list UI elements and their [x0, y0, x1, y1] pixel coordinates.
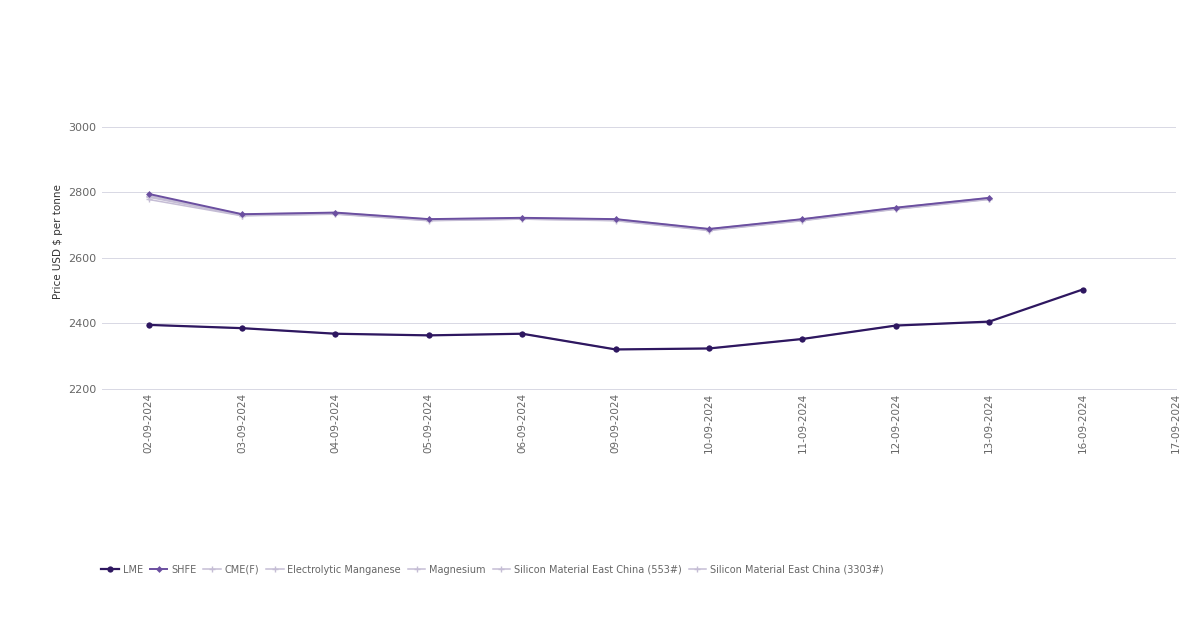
LME [889, 322, 904, 329]
CME(F) [982, 318, 996, 325]
Magnesium [608, 216, 623, 224]
LME [1075, 286, 1090, 293]
Silicon Material East China (553#) [608, 217, 623, 224]
Electrolytic Manganese [235, 212, 250, 219]
Silicon Material East China (3303#) [889, 204, 904, 211]
Electrolytic Manganese [515, 215, 529, 223]
Magnesium [796, 216, 810, 224]
LME [702, 345, 716, 352]
Silicon Material East China (3303#) [421, 215, 436, 223]
LME [421, 332, 436, 339]
Line: SHFE: SHFE [146, 191, 991, 231]
Silicon Material East China (553#) [421, 217, 436, 224]
Silicon Material East China (3303#) [329, 209, 343, 216]
Silicon Material East China (553#) [329, 210, 343, 218]
LME [796, 335, 810, 343]
Electrolytic Manganese [142, 196, 156, 203]
CME(F) [702, 345, 716, 352]
CME(F) [142, 321, 156, 329]
Silicon Material East China (3303#) [515, 214, 529, 221]
Line: Silicon Material East China (3303#): Silicon Material East China (3303#) [145, 192, 992, 233]
Silicon Material East China (3303#) [142, 192, 156, 199]
CME(F) [796, 335, 810, 343]
SHFE [982, 194, 996, 202]
Silicon Material East China (553#) [142, 194, 156, 201]
Silicon Material East China (553#) [796, 217, 810, 224]
Silicon Material East China (553#) [889, 205, 904, 213]
Silicon Material East China (3303#) [796, 215, 810, 223]
Magnesium [421, 216, 436, 224]
Silicon Material East China (553#) [982, 196, 996, 203]
Magnesium [982, 195, 996, 203]
Silicon Material East China (553#) [702, 226, 716, 234]
LME [142, 321, 156, 329]
Electrolytic Manganese [982, 196, 996, 203]
LME [329, 330, 343, 337]
Silicon Material East China (3303#) [982, 194, 996, 202]
Magnesium [235, 211, 250, 219]
Magnesium [515, 214, 529, 222]
SHFE [515, 214, 529, 221]
SHFE [421, 215, 436, 223]
Magnesium [702, 226, 716, 233]
Silicon Material East China (553#) [235, 212, 250, 219]
CME(F) [421, 332, 436, 339]
Line: Electrolytic Manganese: Electrolytic Manganese [145, 196, 992, 234]
Y-axis label: Price USD $ per tonne: Price USD $ per tonne [53, 184, 62, 299]
Line: CME(F): CME(F) [145, 318, 992, 353]
LME [608, 345, 623, 353]
Electrolytic Manganese [608, 217, 623, 224]
SHFE [796, 215, 810, 223]
Electrolytic Manganese [702, 227, 716, 234]
Line: Silicon Material East China (553#): Silicon Material East China (553#) [145, 194, 992, 234]
CME(F) [889, 322, 904, 329]
SHFE [329, 209, 343, 216]
Electrolytic Manganese [421, 217, 436, 224]
Line: Magnesium: Magnesium [145, 192, 992, 233]
CME(F) [235, 324, 250, 332]
LME [982, 318, 996, 325]
CME(F) [515, 330, 529, 337]
CME(F) [329, 330, 343, 337]
Electrolytic Manganese [329, 211, 343, 218]
Legend: LME, SHFE, CME(F), Electrolytic Manganese, Magnesium, Silicon Material East Chin: LME, SHFE, CME(F), Electrolytic Manganes… [102, 564, 883, 574]
Line: LME: LME [145, 287, 1086, 352]
Silicon Material East China (3303#) [235, 211, 250, 218]
Silicon Material East China (553#) [515, 215, 529, 223]
SHFE [889, 204, 904, 211]
Electrolytic Manganese [889, 206, 904, 213]
LME [515, 330, 529, 337]
CME(F) [608, 345, 623, 353]
LME [235, 324, 250, 332]
SHFE [702, 225, 716, 233]
Magnesium [329, 209, 343, 217]
SHFE [142, 190, 156, 198]
Silicon Material East China (3303#) [702, 225, 716, 233]
SHFE [608, 215, 623, 223]
SHFE [235, 211, 250, 218]
Silicon Material East China (3303#) [608, 215, 623, 223]
Magnesium [142, 192, 156, 200]
Magnesium [889, 204, 904, 212]
Electrolytic Manganese [796, 217, 810, 224]
